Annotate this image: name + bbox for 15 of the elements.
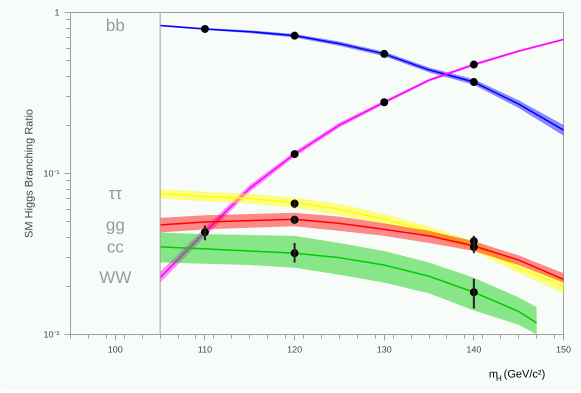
y-tick-label: 1 <box>54 8 60 18</box>
x-tick-label: 150 <box>556 344 572 354</box>
series-label: WW <box>99 268 132 287</box>
y-tick-label: 10⁻² <box>43 330 60 340</box>
x-tick-label: 110 <box>198 344 212 354</box>
y-axis-title: SM Higgs Branching Ratio <box>23 108 36 238</box>
text: ττ <box>108 184 122 204</box>
x-tick-label: 120 <box>287 344 302 354</box>
text: bb <box>106 16 125 36</box>
y-tick-label: 10⁻¹ <box>43 168 60 178</box>
x-tick-label: 100 <box>108 344 123 354</box>
x-tick-label: 140 <box>466 344 482 354</box>
x-tick-label: 130 <box>376 344 392 354</box>
text: cc <box>106 237 124 256</box>
text: gg <box>106 215 125 234</box>
